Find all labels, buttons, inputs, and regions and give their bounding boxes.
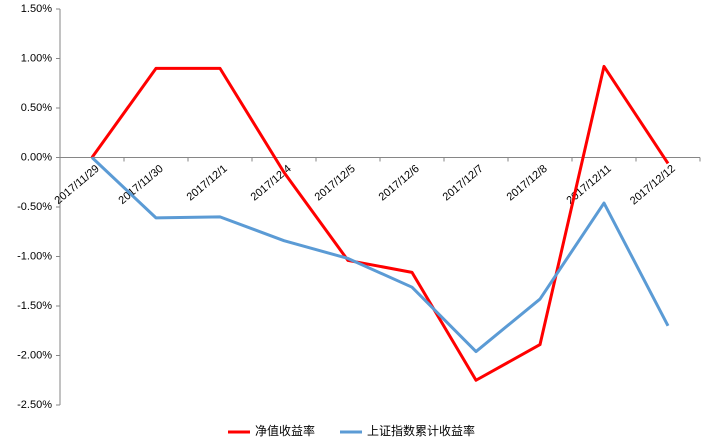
y-tick-label: 1.50% (21, 3, 52, 15)
x-tick-label: 2017/12/12 (628, 163, 678, 208)
x-tick-label: 2017/12/8 (505, 163, 550, 204)
x-tick-label: 2017/12/1 (185, 163, 230, 204)
x-tick-label: 2017/12/7 (441, 163, 486, 204)
y-tick-label: 0.00% (21, 151, 52, 163)
y-tick-label: 1.00% (21, 52, 52, 64)
y-tick-label: -1.00% (17, 250, 52, 262)
legend-label: 净值收益率 (255, 423, 315, 438)
legend-label: 上证指数累计收益率 (367, 423, 475, 438)
y-tick-label: -1.50% (17, 300, 52, 312)
series-line (90, 64, 670, 382)
y-tick-label: -2.50% (17, 399, 52, 411)
y-tick-label: -0.50% (17, 201, 52, 213)
y-tick-label: -2.00% (17, 349, 52, 361)
x-tick-label: 2017/12/4 (249, 163, 294, 204)
x-tick-label: 2017/12/5 (313, 163, 358, 204)
series-line (90, 156, 670, 354)
y-tick-label: 0.50% (21, 102, 52, 114)
x-tick-label: 2017/12/6 (377, 163, 422, 204)
x-tick-label: 2017/11/30 (117, 163, 166, 207)
